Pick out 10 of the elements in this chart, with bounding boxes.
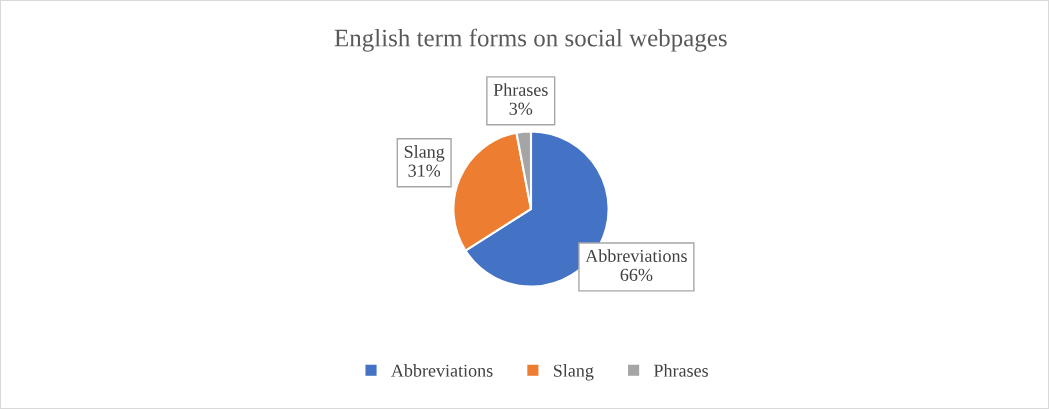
chart-title: English term forms on social webpages: [334, 28, 727, 52]
slice-label: Phrases: [493, 83, 548, 96]
data-label: 3%: [509, 102, 533, 115]
data-label: 66%: [620, 268, 653, 281]
slice-label: Abbreviations: [585, 249, 687, 263]
legend-label: Abbreviations: [391, 364, 493, 377]
legend-label: Slang: [553, 364, 594, 381]
slice-label: Slang: [404, 145, 445, 162]
data-label: 31%: [408, 164, 441, 177]
legend-label: Phrases: [653, 364, 708, 377]
